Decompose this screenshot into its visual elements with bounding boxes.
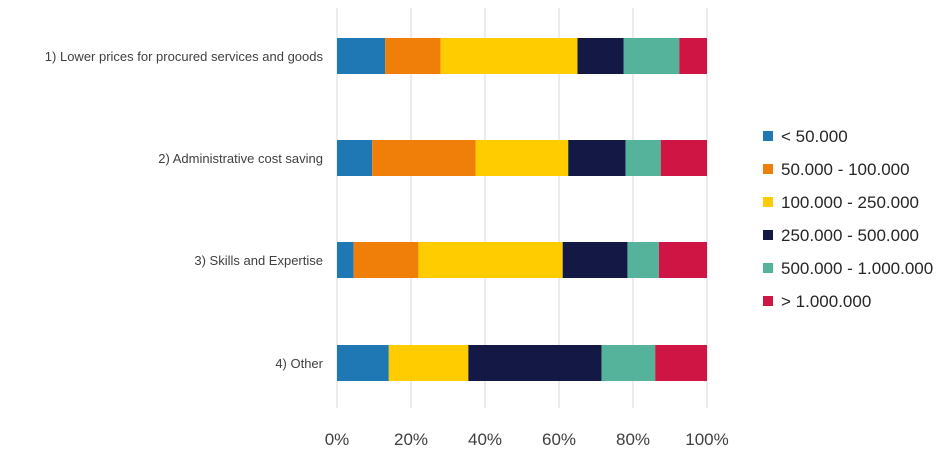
category-labels: 1) Lower prices for procured services an… (45, 49, 324, 371)
bar-segment (418, 242, 563, 278)
legend-label: 100.000 - 250.000 (781, 193, 919, 212)
category-label: 1) Lower prices for procured services an… (45, 49, 324, 64)
bar-segment (440, 38, 578, 74)
gridlines (336, 8, 708, 408)
category-label: 2) Administrative cost saving (158, 151, 323, 166)
legend-label: 500.000 - 1.000.000 (781, 259, 933, 278)
bar-segment (337, 345, 389, 381)
legend-label: < 50.000 (781, 127, 848, 146)
bar-segment (568, 140, 626, 176)
bar-segment (625, 140, 661, 176)
x-tick-label: 20% (394, 430, 428, 449)
bar-segment (627, 242, 659, 278)
bar-segment (353, 242, 419, 278)
x-tick-label: 100% (685, 430, 728, 449)
bars (337, 38, 707, 381)
legend: < 50.000 50.000 - 100.000 100.000 - 250.00… (763, 127, 933, 311)
bar-segment (658, 242, 707, 278)
x-tick-label: 40% (468, 430, 502, 449)
bar-segment (388, 345, 469, 381)
legend-swatch (763, 164, 773, 174)
category-label: 4) Other (275, 356, 323, 371)
x-tick-label: 60% (542, 430, 576, 449)
legend-swatch (763, 197, 773, 207)
legend-swatch (763, 131, 773, 141)
x-tick-label: 0% (325, 430, 350, 449)
bar-segment (468, 345, 602, 381)
legend-swatch (763, 230, 773, 240)
bar-segment (372, 140, 476, 176)
x-axis-ticks: 0% 20% 40% 60% 80% 100% (325, 430, 729, 449)
legend-label: 50.000 - 100.000 (781, 160, 910, 179)
x-tick-label: 80% (616, 430, 650, 449)
bar-segment (679, 38, 707, 74)
bar-segment (601, 345, 656, 381)
bar-segment (562, 242, 628, 278)
bar-segment (660, 140, 707, 176)
legend-swatch (763, 296, 773, 306)
bar-segment (577, 38, 624, 74)
bar-segment (655, 345, 707, 381)
legend-label: 250.000 - 500.000 (781, 226, 919, 245)
legend-label: > 1.000.000 (781, 292, 871, 311)
bar-segment (337, 242, 354, 278)
bar-segment (385, 38, 441, 74)
bar-segment (337, 140, 373, 176)
bar-segment (475, 140, 569, 176)
bar-segment (337, 38, 386, 74)
bar-segment (623, 38, 680, 74)
category-label: 3) Skills and Expertise (194, 253, 323, 268)
legend-swatch (763, 263, 773, 273)
